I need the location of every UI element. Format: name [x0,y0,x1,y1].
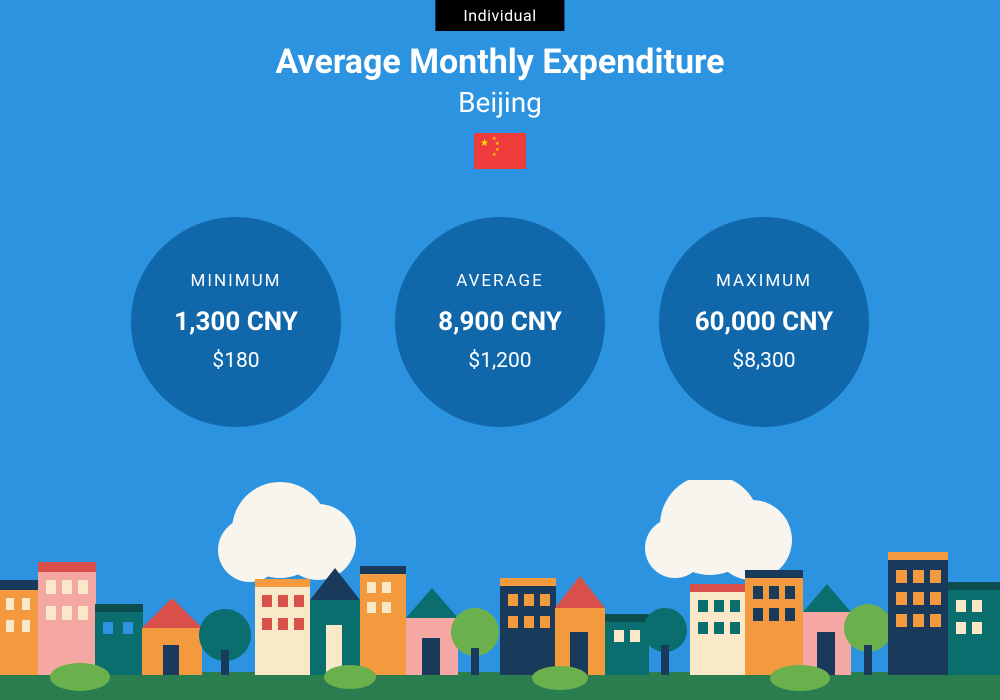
stat-label: MAXIMUM [716,271,812,291]
page-title: Average Monthly Expenditure [0,42,1000,82]
stats-row: MINIMUM 1,300 CNY $180 AVERAGE 8,900 CNY… [0,217,1000,427]
flag-star-icon: ★ [480,138,489,149]
stat-circle-minimum: MINIMUM 1,300 CNY $180 [131,217,341,427]
flag-star-icon: ★ [492,152,496,158]
stat-primary-value: 1,300 CNY [174,307,298,337]
stat-secondary-value: $1,200 [468,349,531,373]
category-badge: Individual [435,0,564,31]
china-flag-icon: ★ ★ ★ ★ ★ [474,133,526,169]
stat-circle-average: AVERAGE 8,900 CNY $1,200 [395,217,605,427]
cityscape-illustration [0,480,1000,700]
stat-primary-value: 8,900 CNY [438,307,562,337]
stat-label: MINIMUM [191,271,282,291]
stat-primary-value: 60,000 CNY [695,307,834,337]
city-name: Beijing [0,86,1000,119]
stat-label: AVERAGE [456,271,544,291]
stat-secondary-value: $8,300 [732,349,795,373]
badge-text: Individual [463,6,536,25]
stat-circle-maximum: MAXIMUM 60,000 CNY $8,300 [659,217,869,427]
stat-secondary-value: $180 [212,349,259,373]
